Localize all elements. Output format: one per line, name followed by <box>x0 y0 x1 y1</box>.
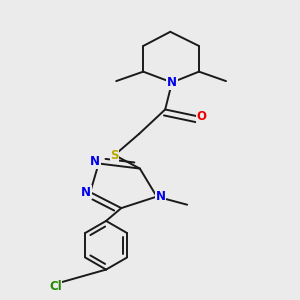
Text: O: O <box>196 110 206 123</box>
Text: S: S <box>110 148 119 162</box>
Text: Cl: Cl <box>49 280 62 292</box>
Text: N: N <box>81 186 91 199</box>
Text: N: N <box>167 76 177 89</box>
Text: N: N <box>156 190 166 203</box>
Text: N: N <box>90 155 100 168</box>
